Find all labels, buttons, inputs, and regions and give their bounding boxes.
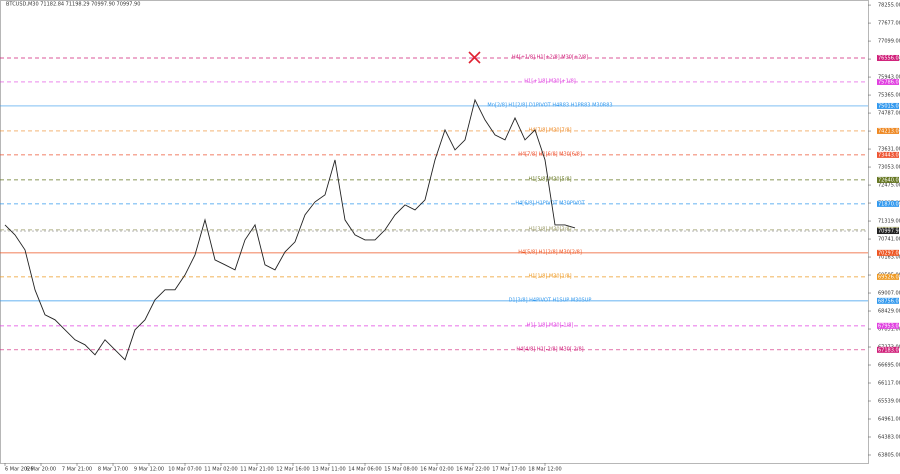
level-label: H4[6/8] H1PIVOT M30PIVOT [515,200,585,206]
level-label: H4[+1/8] H1[+2/8] M30[+2/8] [512,54,588,60]
y-tick-label: 70741.00 [878,237,900,243]
y-tick-label: 70163.00 [878,255,900,261]
price-tag [877,200,899,207]
x-tick-label: 17 Mar 17:00 [492,467,525,473]
price-tag-label: 67183.00 [878,347,900,353]
level-label: H1[-1/8] M30[-1/8] [527,322,574,328]
x-tick-label: 7 Mar 21:00 [62,467,92,473]
price-tag [877,176,899,183]
price-tag [877,102,899,109]
y-tick-label: 63805.00 [878,452,900,458]
x-tick-label: 11 Mar 02:00 [204,467,237,473]
y-tick-label: 74787.00 [878,111,900,117]
y-tick-label: 64961.00 [878,417,900,423]
x-marker [468,51,481,64]
price-tag [877,151,899,158]
y-tick-label: 66117.00 [878,381,900,387]
price-tag-label: 75015.00 [878,103,900,109]
y-tick-label: 73053.00 [878,165,900,171]
x-tick-label: 16 Mar 02:00 [420,467,453,473]
price-tag-label: 75786.00 [878,79,900,85]
price-tag [877,273,899,280]
price-tag-label: 72640.00 [878,177,900,183]
x-tick-label: 6 Mar 2026 [5,467,34,473]
price-tag-label: 68756.00 [878,298,900,304]
level-label: H4[7/8] M30[7/8] [528,127,571,133]
level-label: D1[3/8] H4PIVOT H1SUP M30SUP [509,297,592,303]
price-tag [877,78,899,85]
price-tag [877,249,899,256]
y-tick-label: 75365.00 [878,93,900,99]
price-tag-label: 69526.00 [878,274,900,280]
price-tag-label: 70297.00 [878,250,900,256]
y-tick-label: 72475.00 [878,183,900,189]
price-tag [877,297,899,304]
price-tag-label: 74213.00 [878,128,900,134]
y-tick-label: 64383.00 [878,435,900,441]
x-tick-label: 6 Mar 20:00 [26,467,56,473]
price-tag-label: 71870.00 [878,201,900,207]
level-label: Mn[2/8] H1[2/8] D1PIVOT H4R83 H1PR83 M30… [487,102,612,108]
level-label: H1[5/8] M30[5/8] [528,176,571,182]
x-tick-label: 11 Mar 21:00 [240,467,273,473]
y-tick-label: 78255.00 [878,3,900,9]
price-tag-label: 76556.00 [878,55,900,61]
y-tick-label: 67851.00 [878,327,900,333]
y-tick-label: 65539.00 [878,399,900,405]
x-tick-label: 14 Mar 06:00 [348,467,381,473]
x-tick-label: 8 Mar 17:00 [98,467,128,473]
price-tag-label: 73443.00 [878,152,900,158]
level-label: H4[5/8] H1[2/8] M30[2/8] [518,249,582,255]
x-tick-label: 9 Mar 12:00 [134,467,164,473]
y-tick-label: 66695.00 [878,363,900,369]
y-tick-label: 77677.00 [878,21,900,27]
level-label: H1[+1/8] M30[+1/8] [524,78,576,84]
current-price-label: 70997.90 [878,229,900,235]
level-label: H1[1/8] M30[1/8] [528,273,571,279]
x-tick-label: 16 Mar 22:00 [456,467,489,473]
level-label: H1[3/8] M30[3/8] [528,226,571,232]
y-tick-label: 77099.00 [878,39,900,45]
price-line [4,98,576,361]
price-tag [877,54,899,61]
y-tick-label: 68429.00 [878,309,900,315]
x-tick-label: 13 Mar 11:00 [312,467,345,473]
chart-title: BTCUSD,M30 71182.84 71198.29 70997.90 70… [6,2,140,8]
current-price-tag [877,228,899,235]
y-tick-label: 71319.00 [878,219,900,225]
price-tag [877,346,899,353]
price-tag-label: 67953.00 [878,323,900,329]
level-label: H4[4/8] H1[-2/8] M30[-2/8] [516,346,583,352]
x-tick-label: 10 Mar 07:00 [168,467,201,473]
x-tick-label: 18 Mar 12:00 [528,467,561,473]
x-tick-label: 12 Mar 16:00 [276,467,309,473]
x-tick-label: 15 Mar 08:00 [384,467,417,473]
y-tick-label: 73631.00 [878,147,900,153]
y-tick-label: 75943.00 [878,75,900,81]
plot-frame [0,0,869,464]
y-tick-label: 69007.00 [878,291,900,297]
level-label: H4[7/8] H1[6/8] M30[6/8] [518,151,582,157]
price-tag [877,322,899,329]
price-tag [877,127,899,134]
